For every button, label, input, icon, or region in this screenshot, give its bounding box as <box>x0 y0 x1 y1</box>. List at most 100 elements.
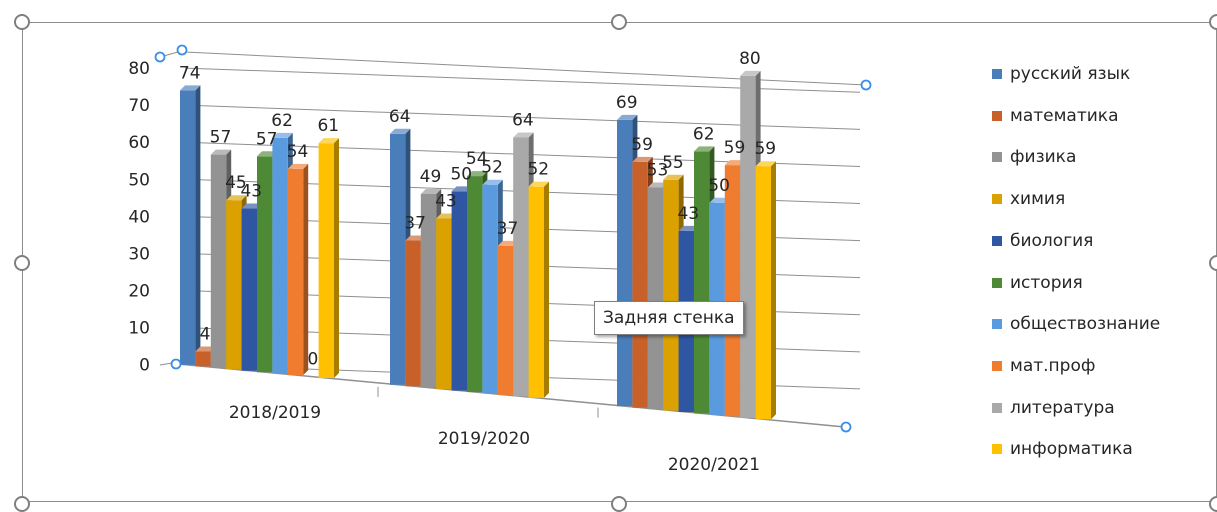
data-label: 62 <box>271 111 293 131</box>
bar-top[interactable] <box>195 346 216 352</box>
bar-top[interactable] <box>420 188 442 194</box>
bar-side[interactable] <box>195 85 201 365</box>
selection-markers[interactable] <box>154 44 872 433</box>
bar-top[interactable] <box>241 203 262 209</box>
bar-front[interactable] <box>420 193 437 388</box>
bar-front[interactable] <box>226 200 242 370</box>
bar-top[interactable] <box>740 70 761 76</box>
axis-selection-marker[interactable] <box>860 79 872 91</box>
bar-front[interactable] <box>528 186 544 398</box>
legend-item[interactable]: литература <box>992 398 1115 418</box>
legend-item[interactable]: математика <box>992 106 1118 126</box>
bar-top[interactable] <box>272 132 293 138</box>
bar-side[interactable] <box>544 181 549 398</box>
legend-item[interactable]: биология <box>992 231 1093 251</box>
bar-front[interactable] <box>257 156 273 373</box>
bar-front[interactable] <box>241 208 257 371</box>
bar-front[interactable] <box>451 191 467 391</box>
legend-swatch <box>992 402 1002 413</box>
bar-top[interactable] <box>318 138 339 144</box>
bar-front[interactable] <box>724 165 741 417</box>
resize-handle-middle-right[interactable] <box>1209 255 1217 271</box>
bar-front[interactable] <box>617 119 633 407</box>
bar-top[interactable] <box>497 240 519 246</box>
bar-front[interactable] <box>663 179 679 411</box>
legend-label: история <box>1010 272 1083 293</box>
data-label: 55 <box>662 153 684 173</box>
axis-selection-marker[interactable] <box>170 358 182 370</box>
bar-side[interactable] <box>334 138 339 379</box>
legend-swatch <box>992 152 1002 163</box>
legend-item[interactable]: обществознание <box>992 314 1160 334</box>
bar-top[interactable] <box>226 195 247 201</box>
bar-side[interactable] <box>771 161 776 420</box>
bar-top[interactable] <box>724 160 746 166</box>
bar-front[interactable] <box>513 137 529 397</box>
legend-swatch <box>992 319 1002 330</box>
bar-front[interactable] <box>210 154 227 368</box>
bar-top[interactable] <box>210 149 232 155</box>
bar-front[interactable] <box>497 245 514 395</box>
legend-item[interactable]: мат.проф <box>992 356 1095 376</box>
bar-top[interactable] <box>632 156 653 162</box>
bar-front[interactable] <box>180 90 196 365</box>
bars-layer[interactable] <box>180 70 776 420</box>
bar-top[interactable] <box>287 163 309 169</box>
bar-top[interactable] <box>617 114 638 120</box>
data-label: 50 <box>708 176 730 196</box>
bar-front[interactable] <box>740 75 756 418</box>
bar-top[interactable] <box>755 161 776 167</box>
bar-side[interactable] <box>303 163 309 376</box>
bar[interactable] <box>180 85 201 365</box>
legend-item[interactable]: информатика <box>992 439 1133 459</box>
resize-handle-top-right[interactable] <box>1209 14 1217 30</box>
bar-top[interactable] <box>513 132 534 138</box>
bar[interactable] <box>318 138 339 379</box>
axis-selection-marker[interactable] <box>154 51 166 63</box>
bar-front[interactable] <box>272 137 288 374</box>
bar-top[interactable] <box>663 174 684 180</box>
legend-item[interactable]: химия <box>992 189 1065 209</box>
bar-top[interactable] <box>405 235 426 241</box>
bar-top[interactable] <box>709 197 730 203</box>
legend-item[interactable]: русский язык <box>992 64 1130 84</box>
bar-front[interactable] <box>694 151 710 414</box>
legend-label: химия <box>1010 189 1066 210</box>
legend-item[interactable]: история <box>992 273 1083 293</box>
bar-top[interactable] <box>694 146 715 152</box>
bar-front[interactable] <box>436 218 452 390</box>
bar-top[interactable] <box>678 225 699 231</box>
bar-top[interactable] <box>436 213 457 219</box>
bar-front[interactable] <box>318 143 334 379</box>
bar[interactable] <box>755 161 776 420</box>
bar-front[interactable] <box>647 187 664 410</box>
bar-front[interactable] <box>482 184 498 394</box>
bar-front[interactable] <box>467 176 483 393</box>
bar-top[interactable] <box>647 182 669 188</box>
bar-front[interactable] <box>632 161 648 408</box>
bar-top[interactable] <box>390 128 411 134</box>
bar-top[interactable] <box>180 85 201 91</box>
resize-handle-top-left[interactable] <box>14 14 30 30</box>
axis-selection-marker[interactable] <box>840 421 852 433</box>
data-label: 57 <box>210 128 232 148</box>
bar-top[interactable] <box>451 186 472 192</box>
bar-front[interactable] <box>390 133 406 385</box>
bar-top[interactable] <box>467 171 488 177</box>
bar-front[interactable] <box>755 166 771 420</box>
bar-top[interactable] <box>482 179 503 185</box>
data-label: 59 <box>724 138 746 158</box>
axis-selection-marker[interactable] <box>176 44 188 56</box>
legend-item[interactable]: физика <box>992 147 1076 167</box>
bar[interactable] <box>287 163 309 376</box>
bar[interactable] <box>528 181 549 398</box>
data-label: 57 <box>256 129 278 149</box>
resize-handle-middle-left[interactable] <box>14 255 30 271</box>
resize-handle-top-middle[interactable] <box>611 14 627 30</box>
bar-front[interactable] <box>287 168 304 376</box>
bar-front[interactable] <box>195 351 211 367</box>
bar-top[interactable] <box>528 181 549 187</box>
bar-front[interactable] <box>405 240 421 387</box>
bar-top[interactable] <box>257 151 278 157</box>
